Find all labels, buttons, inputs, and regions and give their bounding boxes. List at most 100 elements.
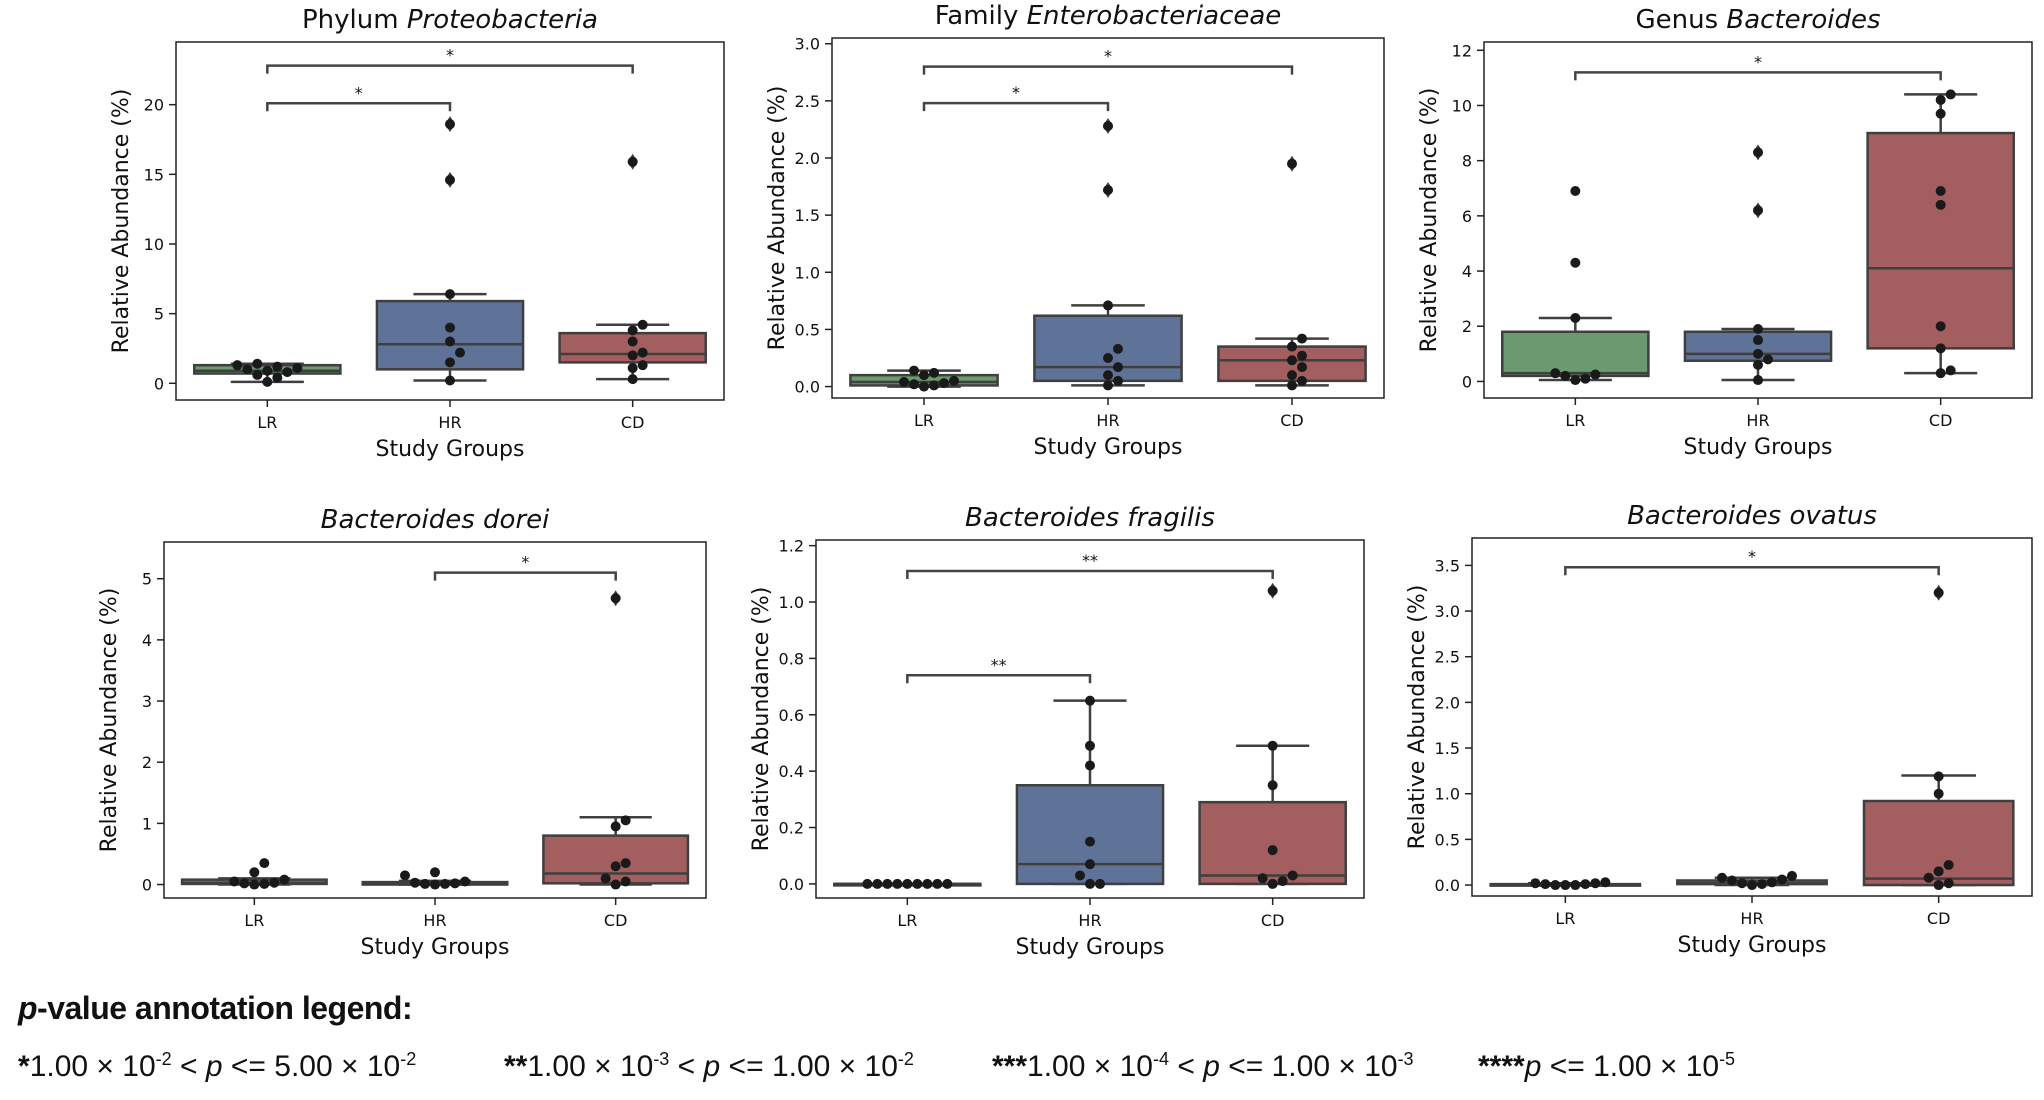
plot-frame [1483, 41, 2033, 399]
data-point [1103, 370, 1113, 381]
data-point [1287, 355, 1297, 366]
y-tick-label: 1.2 [779, 537, 804, 556]
data-point [1267, 740, 1278, 751]
data-point [1085, 859, 1095, 870]
box-LR [1501, 330, 1650, 378]
x-tick-label: LR [257, 413, 277, 432]
legend-lower-mantissa: 1.00 × 10 [527, 1050, 654, 1083]
y-tick-label: 0.4 [779, 762, 804, 781]
y-tick-label: 0.5 [795, 320, 820, 339]
data-point [445, 357, 455, 368]
data-point [445, 375, 455, 386]
data-point [1935, 368, 1946, 379]
data-point [1753, 335, 1763, 346]
data-point [1570, 375, 1581, 386]
y-axis-label: Relative Abundance (%) [1405, 585, 1430, 850]
data-point [242, 364, 253, 375]
data-point [249, 879, 260, 890]
significance-label: * [1012, 83, 1020, 102]
y-tick-label: 10 [144, 235, 164, 254]
y-axis-label: Relative Abundance (%) [109, 89, 134, 354]
x-tick-label: LR [1565, 411, 1585, 430]
data-point [942, 878, 953, 889]
data-point [1085, 760, 1095, 771]
data-point [1935, 94, 1946, 105]
box-CD [542, 834, 690, 885]
data-point [637, 319, 648, 330]
legend-lower-exponent: -3 [653, 1049, 670, 1069]
data-point [1753, 205, 1763, 216]
x-tick-label: CD [1927, 909, 1951, 928]
chart-title: Genus Bacteroides [1635, 5, 1880, 35]
data-point [1753, 375, 1763, 386]
y-axis-label: Relative Abundance (%) [97, 588, 122, 853]
data-point [637, 360, 648, 371]
data-point [1777, 874, 1787, 885]
legend-op: < [669, 1050, 704, 1083]
data-point [1923, 872, 1934, 883]
data-point [430, 867, 440, 878]
data-point [252, 358, 263, 369]
legend-op: <= [1219, 1050, 1272, 1083]
chart-title-part: Phylum [302, 5, 407, 35]
data-point [949, 375, 959, 386]
y-tick-label: 0.0 [779, 875, 804, 894]
data-point [249, 867, 260, 878]
box-CD [1866, 131, 2015, 350]
data-point [919, 381, 929, 392]
data-point [1580, 879, 1591, 890]
data-point [610, 861, 621, 872]
data-point [1935, 186, 1946, 197]
x-tick-label: LR [914, 411, 934, 430]
data-point [929, 367, 939, 378]
legend-row: *1.00 × 10-2 < p <= 5.00 × 10-2 **1.00 ×… [18, 1049, 2018, 1099]
legend-upper-mantissa: 1.00 × 10 [1593, 1050, 1720, 1083]
data-point [1103, 185, 1113, 195]
data-point [1297, 375, 1307, 386]
data-point [909, 365, 919, 376]
data-point [1935, 199, 1946, 210]
data-point [1753, 359, 1763, 370]
data-point [400, 870, 410, 881]
significance-bracket [266, 64, 634, 74]
x-axis-label: Study Groups [361, 935, 510, 960]
data-point [610, 593, 621, 604]
data-point [1287, 158, 1297, 169]
y-tick-label: 5 [142, 570, 152, 589]
data-point [862, 878, 873, 889]
chart-title: Bacteroides ovatus [1627, 501, 1877, 531]
legend-op: <= [1541, 1050, 1594, 1083]
data-point [1267, 878, 1278, 889]
data-point [450, 878, 460, 889]
data-point [1103, 300, 1113, 311]
significance-label: ** [1082, 551, 1098, 570]
significance-label: * [355, 83, 363, 102]
data-point [610, 879, 621, 890]
significance-label: * [446, 46, 454, 65]
legend-lower-exponent: -4 [1152, 1049, 1169, 1069]
significance-bracket [266, 102, 452, 112]
legend-op: < [1169, 1050, 1204, 1083]
box-CD [1198, 800, 1347, 886]
data-point [1570, 880, 1581, 891]
y-tick-label: 1.5 [795, 206, 820, 225]
legend-upper-exponent: -3 [1397, 1049, 1414, 1069]
significance-label: * [1104, 47, 1112, 66]
data-point [1113, 343, 1123, 354]
legend-lower-mantissa: 1.00 × 10 [1027, 1050, 1153, 1083]
data-point [445, 174, 455, 185]
data-point [1560, 370, 1571, 381]
data-point [1935, 321, 1946, 332]
legend-p: p [703, 1050, 721, 1083]
data-point [460, 876, 470, 887]
data-point [1727, 875, 1737, 886]
data-point [1103, 353, 1113, 363]
y-tick-label: 10 [1452, 96, 1472, 115]
data-point [1757, 879, 1767, 890]
y-tick-label: 4 [1462, 262, 1472, 281]
y-tick-label: 0.0 [1435, 876, 1460, 895]
y-axis-label: Relative Abundance (%) [765, 86, 790, 351]
chart-title-part: Bacteroides dorei [321, 505, 550, 535]
data-point [1540, 879, 1551, 890]
y-tick-label: 2.5 [795, 92, 820, 111]
